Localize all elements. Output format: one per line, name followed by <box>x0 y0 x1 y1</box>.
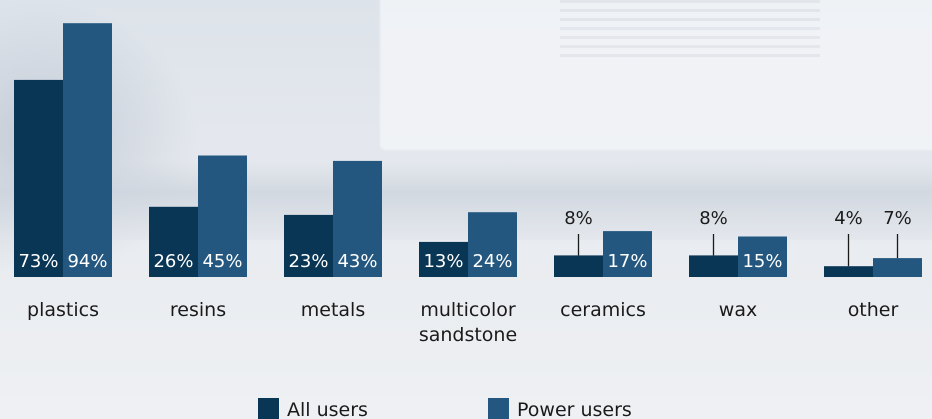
value-label-all-users-4: 8% <box>564 208 593 229</box>
bar-all-users-4 <box>554 255 603 277</box>
bar-power-users-3 <box>468 212 517 277</box>
category-label-1: resins <box>170 299 226 321</box>
value-label-power-users-2: 43% <box>337 251 377 272</box>
bar-power-users-0 <box>63 23 112 278</box>
category-label-5: wax <box>719 299 757 321</box>
value-label-all-users-6: 4% <box>834 208 863 229</box>
background-text-lines <box>560 0 820 60</box>
bar-all-users-5 <box>689 255 738 277</box>
category-label-4: ceramics <box>560 299 646 321</box>
value-label-power-users-0: 94% <box>67 251 107 272</box>
bar-power-users-5 <box>738 236 787 277</box>
value-label-power-users-4: 17% <box>607 251 647 272</box>
bar-power-users-6 <box>873 258 922 277</box>
background-monitor <box>380 0 932 150</box>
value-labels-layer: 73% 94% 26% 45% 23% 43% 13% 24% 8% 17% 8% 15% 4% 7% <box>18 208 911 272</box>
bar-all-users-3 <box>419 241 468 277</box>
value-label-power-users-3: 24% <box>472 251 512 272</box>
bar-all-users-1 <box>149 206 198 277</box>
bar-power-users-2 <box>333 160 382 277</box>
category-label-3-line-0: multicolor <box>420 299 516 321</box>
value-label-power-users-1: 45% <box>202 251 242 272</box>
bar-all-users-2 <box>284 214 333 277</box>
value-label-all-users-3: 13% <box>423 251 463 272</box>
category-label-2: metals <box>301 299 365 321</box>
legend: All users Power users <box>258 398 632 419</box>
category-labels-layer: plastics resins metals multicolor sandstone c… <box>27 299 898 346</box>
category-label-3-line-1: sandstone <box>419 324 517 346</box>
bar-all-users-0 <box>14 79 63 278</box>
value-label-all-users-0: 73% <box>18 251 58 272</box>
bar-power-users-1 <box>198 155 247 277</box>
legend-swatch-power-users <box>488 398 509 419</box>
legend-swatch-all-users <box>258 398 279 419</box>
category-label-6: other <box>848 299 899 321</box>
legend-label-all-users: All users <box>287 399 368 419</box>
bar-all-users-6 <box>824 266 873 277</box>
value-label-all-users-1: 26% <box>153 251 193 272</box>
value-label-power-users-6: 7% <box>883 208 912 229</box>
value-label-all-users-5: 8% <box>699 208 728 229</box>
bar-power-users-4 <box>603 231 652 277</box>
category-label-0: plastics <box>27 299 99 321</box>
legend-label-power-users: Power users <box>517 399 632 419</box>
value-label-power-users-5: 15% <box>742 251 782 272</box>
bars-layer <box>14 23 922 278</box>
value-label-all-users-2: 23% <box>288 251 328 272</box>
